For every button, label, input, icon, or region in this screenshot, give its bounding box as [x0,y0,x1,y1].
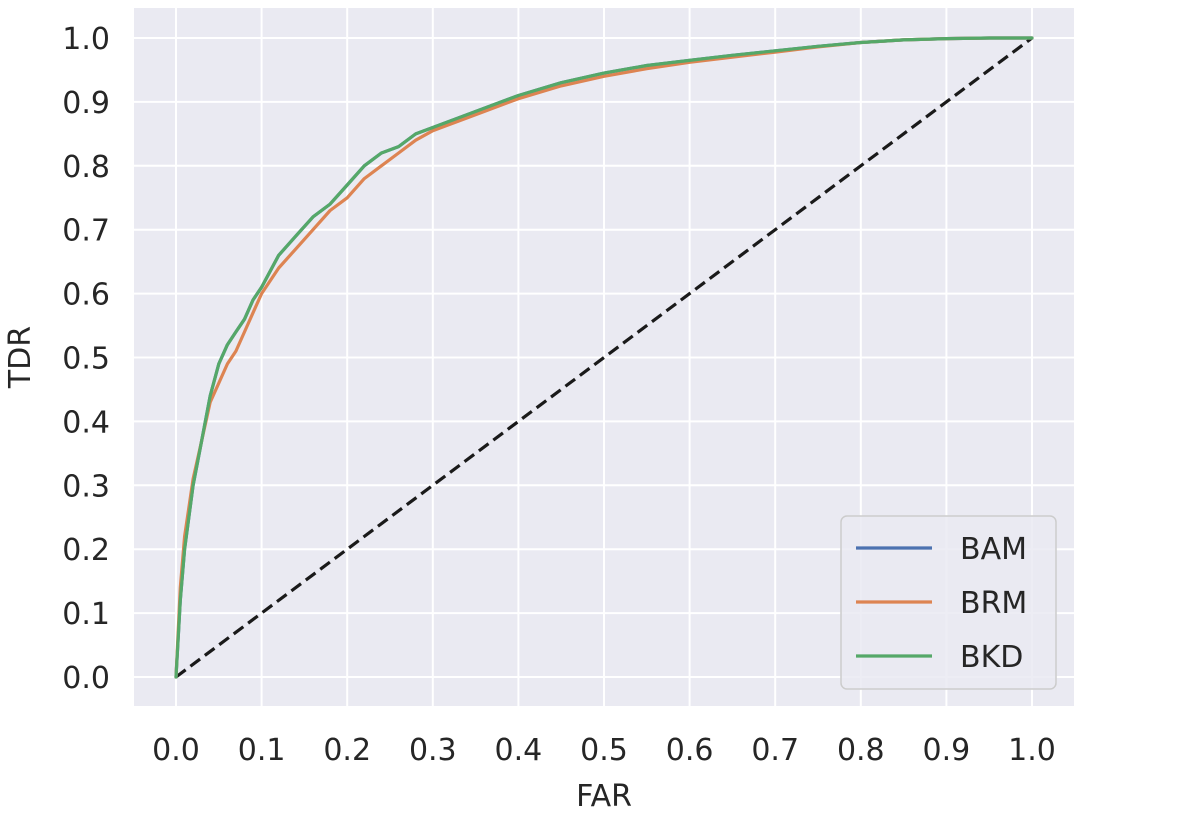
reference-line [175,36,1033,679]
x-tick-label: 0.4 [495,733,543,768]
x-tick-label: 0.6 [666,733,714,768]
x-tick-label: 0.5 [580,733,628,768]
legend-box [840,515,1057,690]
series-line-bkd [174,36,1034,679]
legend: BAM BRM BKD [840,515,1057,690]
y-tick-label: 0.7 [62,214,110,249]
y-tick-label: 0.3 [62,469,110,504]
series-lines [174,36,1034,679]
y-tick-label: 0.6 [62,278,110,313]
y-tick-label: 0.9 [62,86,110,121]
legend-label-bkd: BKD [960,640,1023,675]
y-tick-labels: 0.0 0.1 0.2 0.3 0.4 0.5 0.6 0.7 0.8 0.9 1.0 [62,22,110,696]
x-tick-label: 0.3 [409,733,457,768]
y-tick-label: 0.2 [62,533,110,568]
y-tick-label: 0.0 [62,661,110,696]
y-tick-label: 0.1 [62,597,110,632]
y-tick-label: 0.5 [62,342,110,377]
y-tick-label: 1.0 [62,22,110,57]
x-tick-label: 1.0 [1008,733,1056,768]
x-tick-label: 0.1 [238,733,286,768]
x-tick-labels: 0.0 0.1 0.2 0.3 0.4 0.5 0.6 0.7 0.8 0.9 1.0 [152,733,1056,768]
legend-label-bam: BAM [960,532,1027,567]
y-axis-label: TDR [3,326,38,389]
x-tick-label: 0.8 [837,733,885,768]
x-axis-label: FAR [576,779,632,814]
y-tick-label: 0.4 [62,405,110,440]
x-tick-label: 0.7 [751,733,799,768]
x-tick-label: 0.0 [152,733,200,768]
reference-line-group [175,36,1033,679]
legend-label-brm: BRM [960,586,1027,621]
x-tick-label: 0.9 [923,733,971,768]
y-tick-label: 0.8 [62,150,110,185]
x-tick-label: 0.2 [323,733,371,768]
